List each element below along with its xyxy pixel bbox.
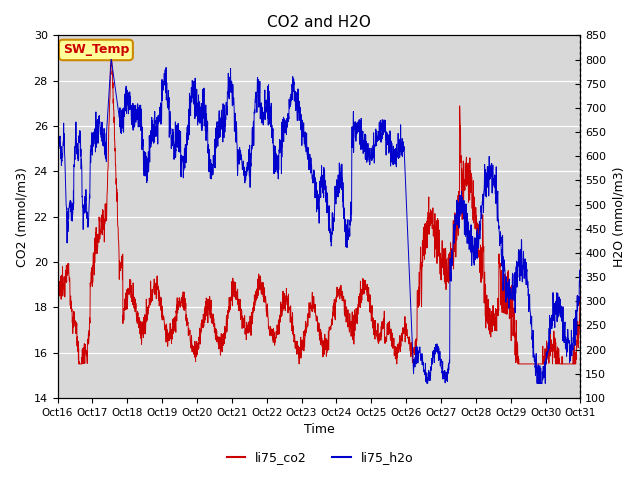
X-axis label: Time: Time (303, 423, 334, 436)
Y-axis label: CO2 (mmol/m3): CO2 (mmol/m3) (15, 167, 28, 266)
li75_co2 (570, 361, 577, 367)
Text: SW_Temp: SW_Temp (63, 44, 129, 57)
li75_co2 (106, 94, 114, 100)
li75_h2o (424, 381, 431, 386)
li75_h2o (54, 180, 61, 186)
li75_h2o (108, 57, 115, 62)
li75_co2 (108, 42, 115, 48)
li75_co2 (75, 361, 83, 367)
li75_co2 (577, 296, 584, 301)
li75_h2o (577, 284, 584, 289)
li75_co2 (54, 317, 61, 323)
li75_co2 (351, 307, 358, 313)
li75_h2o (219, 139, 227, 145)
Line: li75_h2o: li75_h2o (58, 60, 580, 384)
li75_co2 (506, 290, 514, 296)
li75_h2o (477, 227, 484, 232)
li75_co2 (220, 341, 227, 347)
Legend: li75_co2, li75_h2o: li75_co2, li75_h2o (221, 446, 419, 469)
Y-axis label: H2O (mmol/m3): H2O (mmol/m3) (612, 167, 625, 267)
li75_h2o (351, 126, 358, 132)
li75_h2o (570, 339, 577, 345)
li75_h2o (106, 78, 113, 84)
Title: CO2 and H2O: CO2 and H2O (267, 15, 371, 30)
li75_h2o (506, 292, 514, 298)
Line: li75_co2: li75_co2 (58, 45, 580, 364)
li75_co2 (477, 242, 484, 248)
